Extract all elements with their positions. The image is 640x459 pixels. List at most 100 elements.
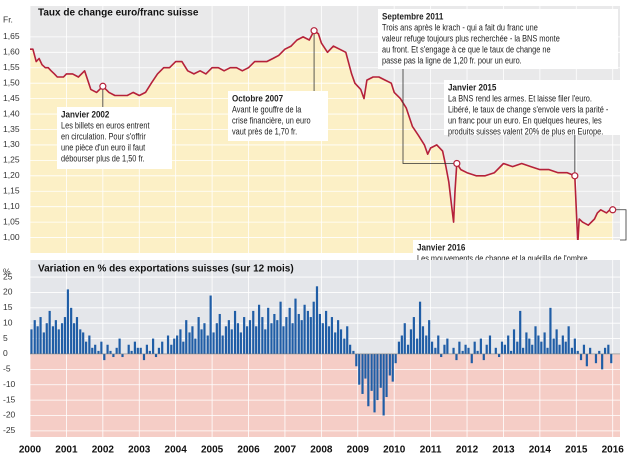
annotation-text: débourser plus de 1,50 fr. — [61, 154, 145, 164]
y-tick-label: 15 — [3, 302, 13, 312]
bar — [306, 310, 309, 354]
bar — [519, 310, 522, 354]
annotation-text: passe pas la ligne de 1,20 fr. pour un e… — [382, 56, 522, 66]
bar — [330, 317, 334, 354]
bar — [567, 326, 570, 354]
bar — [473, 341, 476, 354]
x-tick-label: 2000 — [19, 445, 42, 456]
bar — [400, 335, 403, 354]
bar — [121, 353, 124, 358]
y-tick-label: 20 — [3, 287, 13, 297]
y-tick-label: 1,35 — [3, 124, 20, 134]
bar — [476, 350, 479, 354]
bar — [179, 329, 182, 354]
bar — [312, 301, 315, 354]
bar — [166, 335, 170, 354]
bar — [94, 344, 97, 354]
annotation-marker — [571, 172, 579, 180]
bar — [361, 353, 364, 394]
bar — [428, 320, 431, 354]
y-tick-label: 1,40 — [3, 108, 20, 118]
annotation-text: valeur refuge toujours plus recherchée -… — [382, 34, 560, 44]
bar — [297, 313, 300, 354]
annotation-text: produits suisses valent 20% de plus en E… — [448, 127, 603, 137]
bar — [142, 353, 146, 361]
bar — [72, 323, 76, 354]
bar — [603, 347, 607, 354]
annotation-box — [378, 9, 618, 69]
bar — [479, 338, 482, 354]
bar — [45, 323, 48, 354]
bar — [48, 310, 51, 354]
bar — [288, 307, 291, 354]
bar — [152, 338, 155, 354]
bar — [267, 307, 270, 354]
bar — [507, 335, 510, 354]
bar — [516, 341, 519, 354]
bar — [273, 313, 276, 354]
x-tick-label: 2014 — [529, 445, 552, 456]
bar — [549, 307, 552, 354]
bar — [75, 317, 79, 354]
bar — [39, 317, 42, 354]
bar — [412, 317, 415, 354]
y-tick-label: 10 — [3, 317, 13, 327]
bar — [552, 338, 555, 354]
bar — [598, 350, 601, 354]
bar — [106, 344, 109, 354]
bar — [185, 320, 188, 354]
bar — [564, 341, 567, 354]
bar — [446, 338, 449, 354]
bar — [88, 335, 91, 354]
bar — [279, 301, 282, 354]
bar — [212, 332, 215, 354]
y-tick-label: 1,20 — [3, 170, 20, 180]
bar — [133, 341, 136, 354]
y-axis-label: Fr. — [3, 14, 13, 24]
x-tick-label: 2004 — [165, 445, 188, 456]
bar — [66, 289, 69, 354]
bar — [349, 344, 352, 354]
bar — [452, 347, 455, 354]
y-tick-label: -5 — [3, 364, 11, 374]
bar — [173, 338, 176, 354]
bar — [206, 335, 209, 354]
bar — [470, 353, 473, 364]
bar — [100, 341, 103, 354]
bar — [321, 323, 324, 354]
annotation-text: Libéré, le taux de change s'envole vers … — [448, 105, 609, 115]
bar — [528, 338, 531, 354]
panel-title: Taux de change euro/franc suisse — [38, 8, 199, 19]
bar — [367, 353, 370, 407]
connector — [402, 69, 457, 164]
bar — [145, 344, 148, 354]
y-tick-label: 1,25 — [3, 155, 20, 165]
bar — [239, 332, 242, 354]
bar — [191, 326, 194, 354]
bar — [70, 307, 73, 354]
bar — [42, 332, 45, 354]
bar — [327, 326, 331, 354]
bar — [576, 350, 579, 354]
bar — [379, 353, 382, 388]
x-tick-label: 2006 — [237, 445, 260, 456]
bar — [255, 326, 258, 354]
bar — [139, 347, 142, 354]
annotation-box — [228, 91, 328, 141]
bar — [218, 313, 221, 354]
bar — [482, 353, 485, 361]
bar — [194, 338, 197, 354]
bar — [63, 317, 67, 354]
bar — [91, 347, 94, 354]
annotation-text: Les billets en euros entrent — [61, 121, 150, 131]
bar — [209, 295, 212, 354]
bar — [434, 347, 437, 354]
bar — [270, 323, 273, 354]
bar — [276, 320, 279, 354]
panel: 2000 2001 2002 2003 2004 2005 2006 2007 2008 2009… — [3, 260, 624, 456]
bar — [455, 353, 458, 361]
bar — [261, 317, 264, 354]
bar — [309, 317, 312, 354]
annotation-title: Janvier 2016 — [417, 242, 465, 253]
